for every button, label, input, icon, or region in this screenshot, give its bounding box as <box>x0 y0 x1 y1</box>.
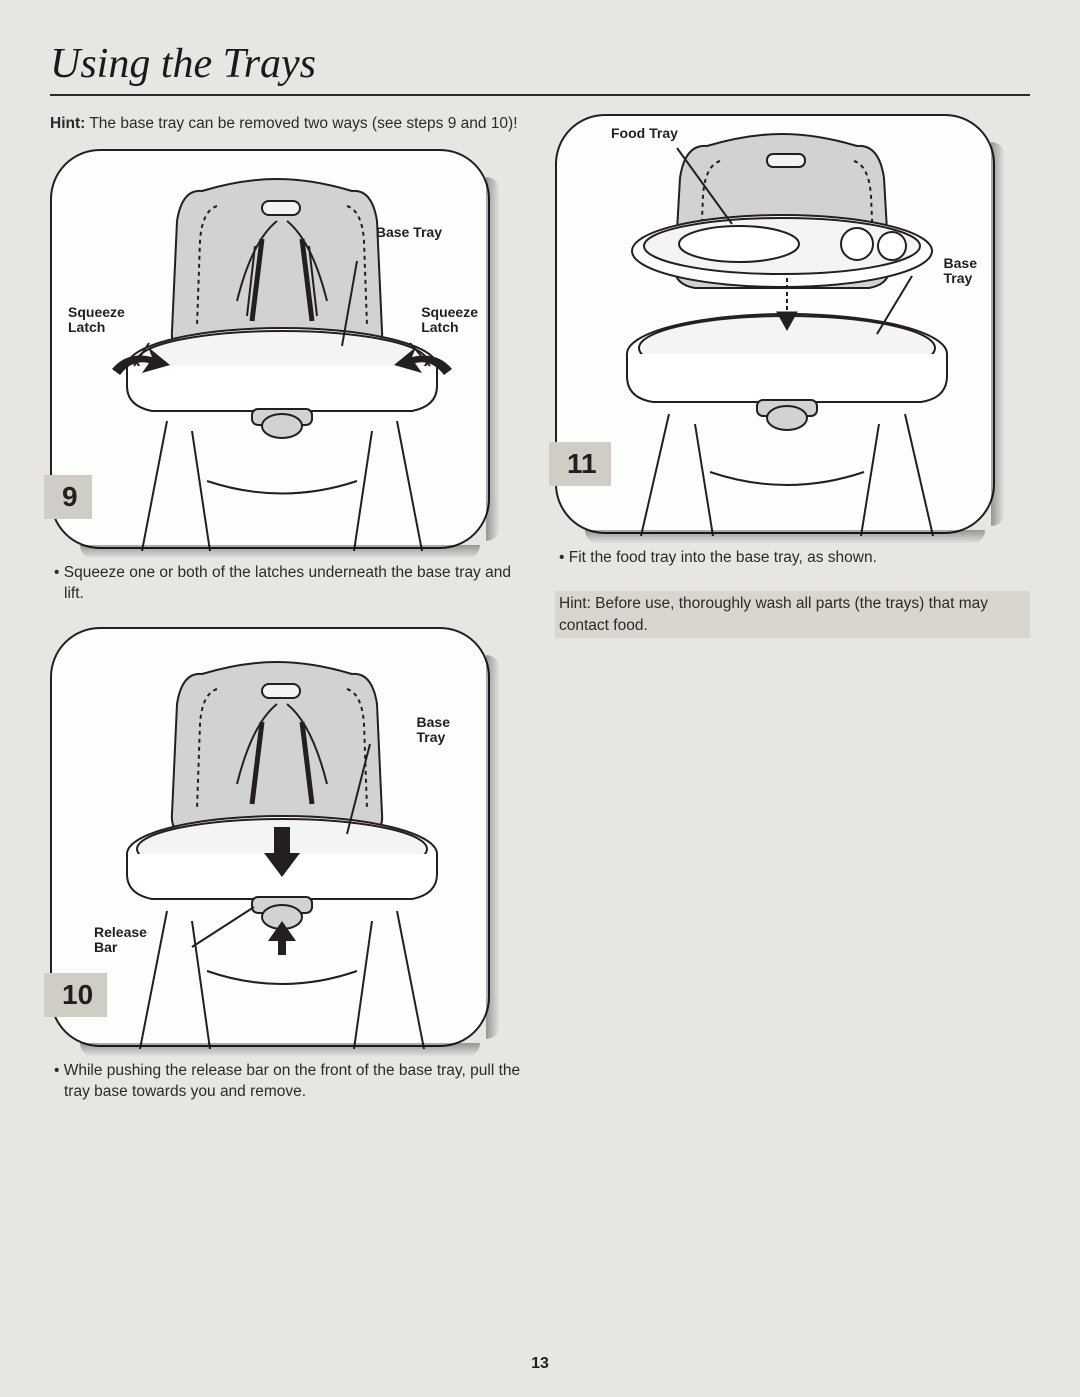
callout-base-tray: Base Tray <box>376 225 442 240</box>
panel-shadow <box>585 530 985 544</box>
panel-11-frame <box>555 114 995 534</box>
panel-shadow <box>80 545 480 559</box>
callout-release-bar: ReleaseBar <box>94 925 147 956</box>
callout-food-tray: Food Tray <box>611 126 678 141</box>
callout-base-tray-11: BaseTray <box>944 256 977 287</box>
diagram-9 <box>52 151 492 551</box>
panel-shadow <box>486 177 500 541</box>
panel-10: BaseTray ReleaseBar 10 <box>50 627 490 1047</box>
caption-9: Squeeze one or both of the latches under… <box>50 563 525 605</box>
step-badge-11: 11 <box>549 442 611 486</box>
panel-shadow <box>486 655 500 1039</box>
panel-9-frame <box>50 149 490 549</box>
caption-10: While pushing the release bar on the fro… <box>50 1061 525 1103</box>
panel-9: Base Tray SqueezeLatch SqueezeLatch 9 <box>50 149 490 549</box>
callout-squeeze-right: SqueezeLatch <box>421 305 478 336</box>
top-hint: Hint: The base tray can be removed two w… <box>50 114 525 135</box>
hint-label: Hint: <box>50 115 85 132</box>
step-badge-9: 9 <box>44 475 92 519</box>
callout-base-tray-10: BaseTray <box>417 715 450 746</box>
hint-11: Hint: Before use, thoroughly wash all pa… <box>555 591 1030 638</box>
step-badge-10: 10 <box>44 973 107 1017</box>
diagram-10 <box>52 629 492 1049</box>
page-title: Using the Trays <box>50 40 1030 88</box>
right-column: Food Tray BaseTray 11 Fit the food tray … <box>555 114 1030 1125</box>
caption-11: Fit the food tray into the base tray, as… <box>555 548 1030 569</box>
hint-text: The base tray can be removed two ways (s… <box>89 115 517 132</box>
left-column: Hint: The base tray can be removed two w… <box>50 114 525 1125</box>
panel-shadow <box>991 142 1005 526</box>
panel-11: Food Tray BaseTray 11 <box>555 114 995 534</box>
diagram-11 <box>557 116 997 536</box>
panel-10-frame <box>50 627 490 1047</box>
page-number: 13 <box>531 1355 549 1373</box>
callout-squeeze-left: SqueezeLatch <box>68 305 125 336</box>
panel-shadow <box>80 1043 480 1057</box>
title-rule <box>50 94 1030 96</box>
content-columns: Hint: The base tray can be removed two w… <box>50 114 1030 1125</box>
